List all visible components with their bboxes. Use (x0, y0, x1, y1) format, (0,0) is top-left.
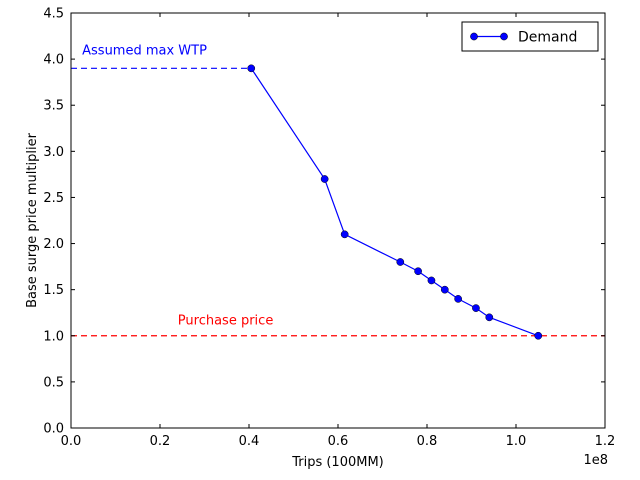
demand-point (396, 258, 405, 266)
x-tick-label: 1.2 (595, 434, 616, 449)
x-tick-label: 0.6 (328, 434, 349, 449)
x-tick-label: 0.8 (417, 434, 438, 449)
demand-point (414, 267, 422, 276)
y-axis-ticks: 0.0 0.5 1.0 1.5 2.0 2.5 3.0 3.5 4.0 4.5 (43, 7, 605, 437)
y-tick-label: 3.5 (43, 99, 64, 114)
demand-series-line (250, 68, 539, 337)
demand-point (485, 313, 494, 322)
x-axis-title: Trips (100MM) (291, 455, 384, 470)
x-tick-label: 1.0 (506, 434, 527, 449)
y-tick-label: 4.0 (43, 53, 64, 68)
legend-label: Demand (518, 30, 577, 46)
demand-point (440, 285, 449, 294)
x-axis-scale-label: 1e8 (583, 453, 608, 468)
y-axis-title: Base surge price multiplier (25, 132, 40, 307)
x-axis-ticks: 0.0 0.2 0.4 0.6 0.8 1.0 1.2 (61, 13, 616, 449)
purchase-price-label: Purchase price (178, 314, 274, 329)
plot-frame (70, 12, 606, 429)
series-group (247, 64, 543, 340)
legend-marker (500, 32, 508, 41)
x-tick-label: 0.4 (239, 434, 260, 449)
y-tick-label: 2.0 (43, 237, 64, 252)
y-tick-label: 0.0 (43, 422, 64, 437)
demand-point (247, 64, 256, 73)
y-tick-label: 1.0 (43, 329, 64, 344)
y-tick-label: 0.5 (43, 375, 64, 390)
x-tick-label: 0.0 (61, 434, 82, 449)
legend-marker (470, 32, 478, 41)
demand-point (454, 295, 462, 303)
demand-point (320, 175, 329, 183)
demand-point (427, 276, 436, 285)
legend: Demand (461, 21, 599, 52)
reference-lines (71, 67, 605, 337)
y-tick-label: 1.5 (43, 283, 64, 298)
y-tick-label: 3.0 (43, 145, 64, 160)
annotations: Assumed max WTP Purchase price (82, 44, 273, 329)
y-tick-label: 4.5 (43, 7, 64, 22)
demand-point (340, 230, 349, 239)
x-tick-label: 0.2 (150, 434, 171, 449)
demand-point (534, 331, 543, 340)
demand-point (472, 304, 480, 312)
y-tick-label: 2.5 (43, 191, 64, 206)
max-wtp-label: Assumed max WTP (82, 44, 207, 59)
